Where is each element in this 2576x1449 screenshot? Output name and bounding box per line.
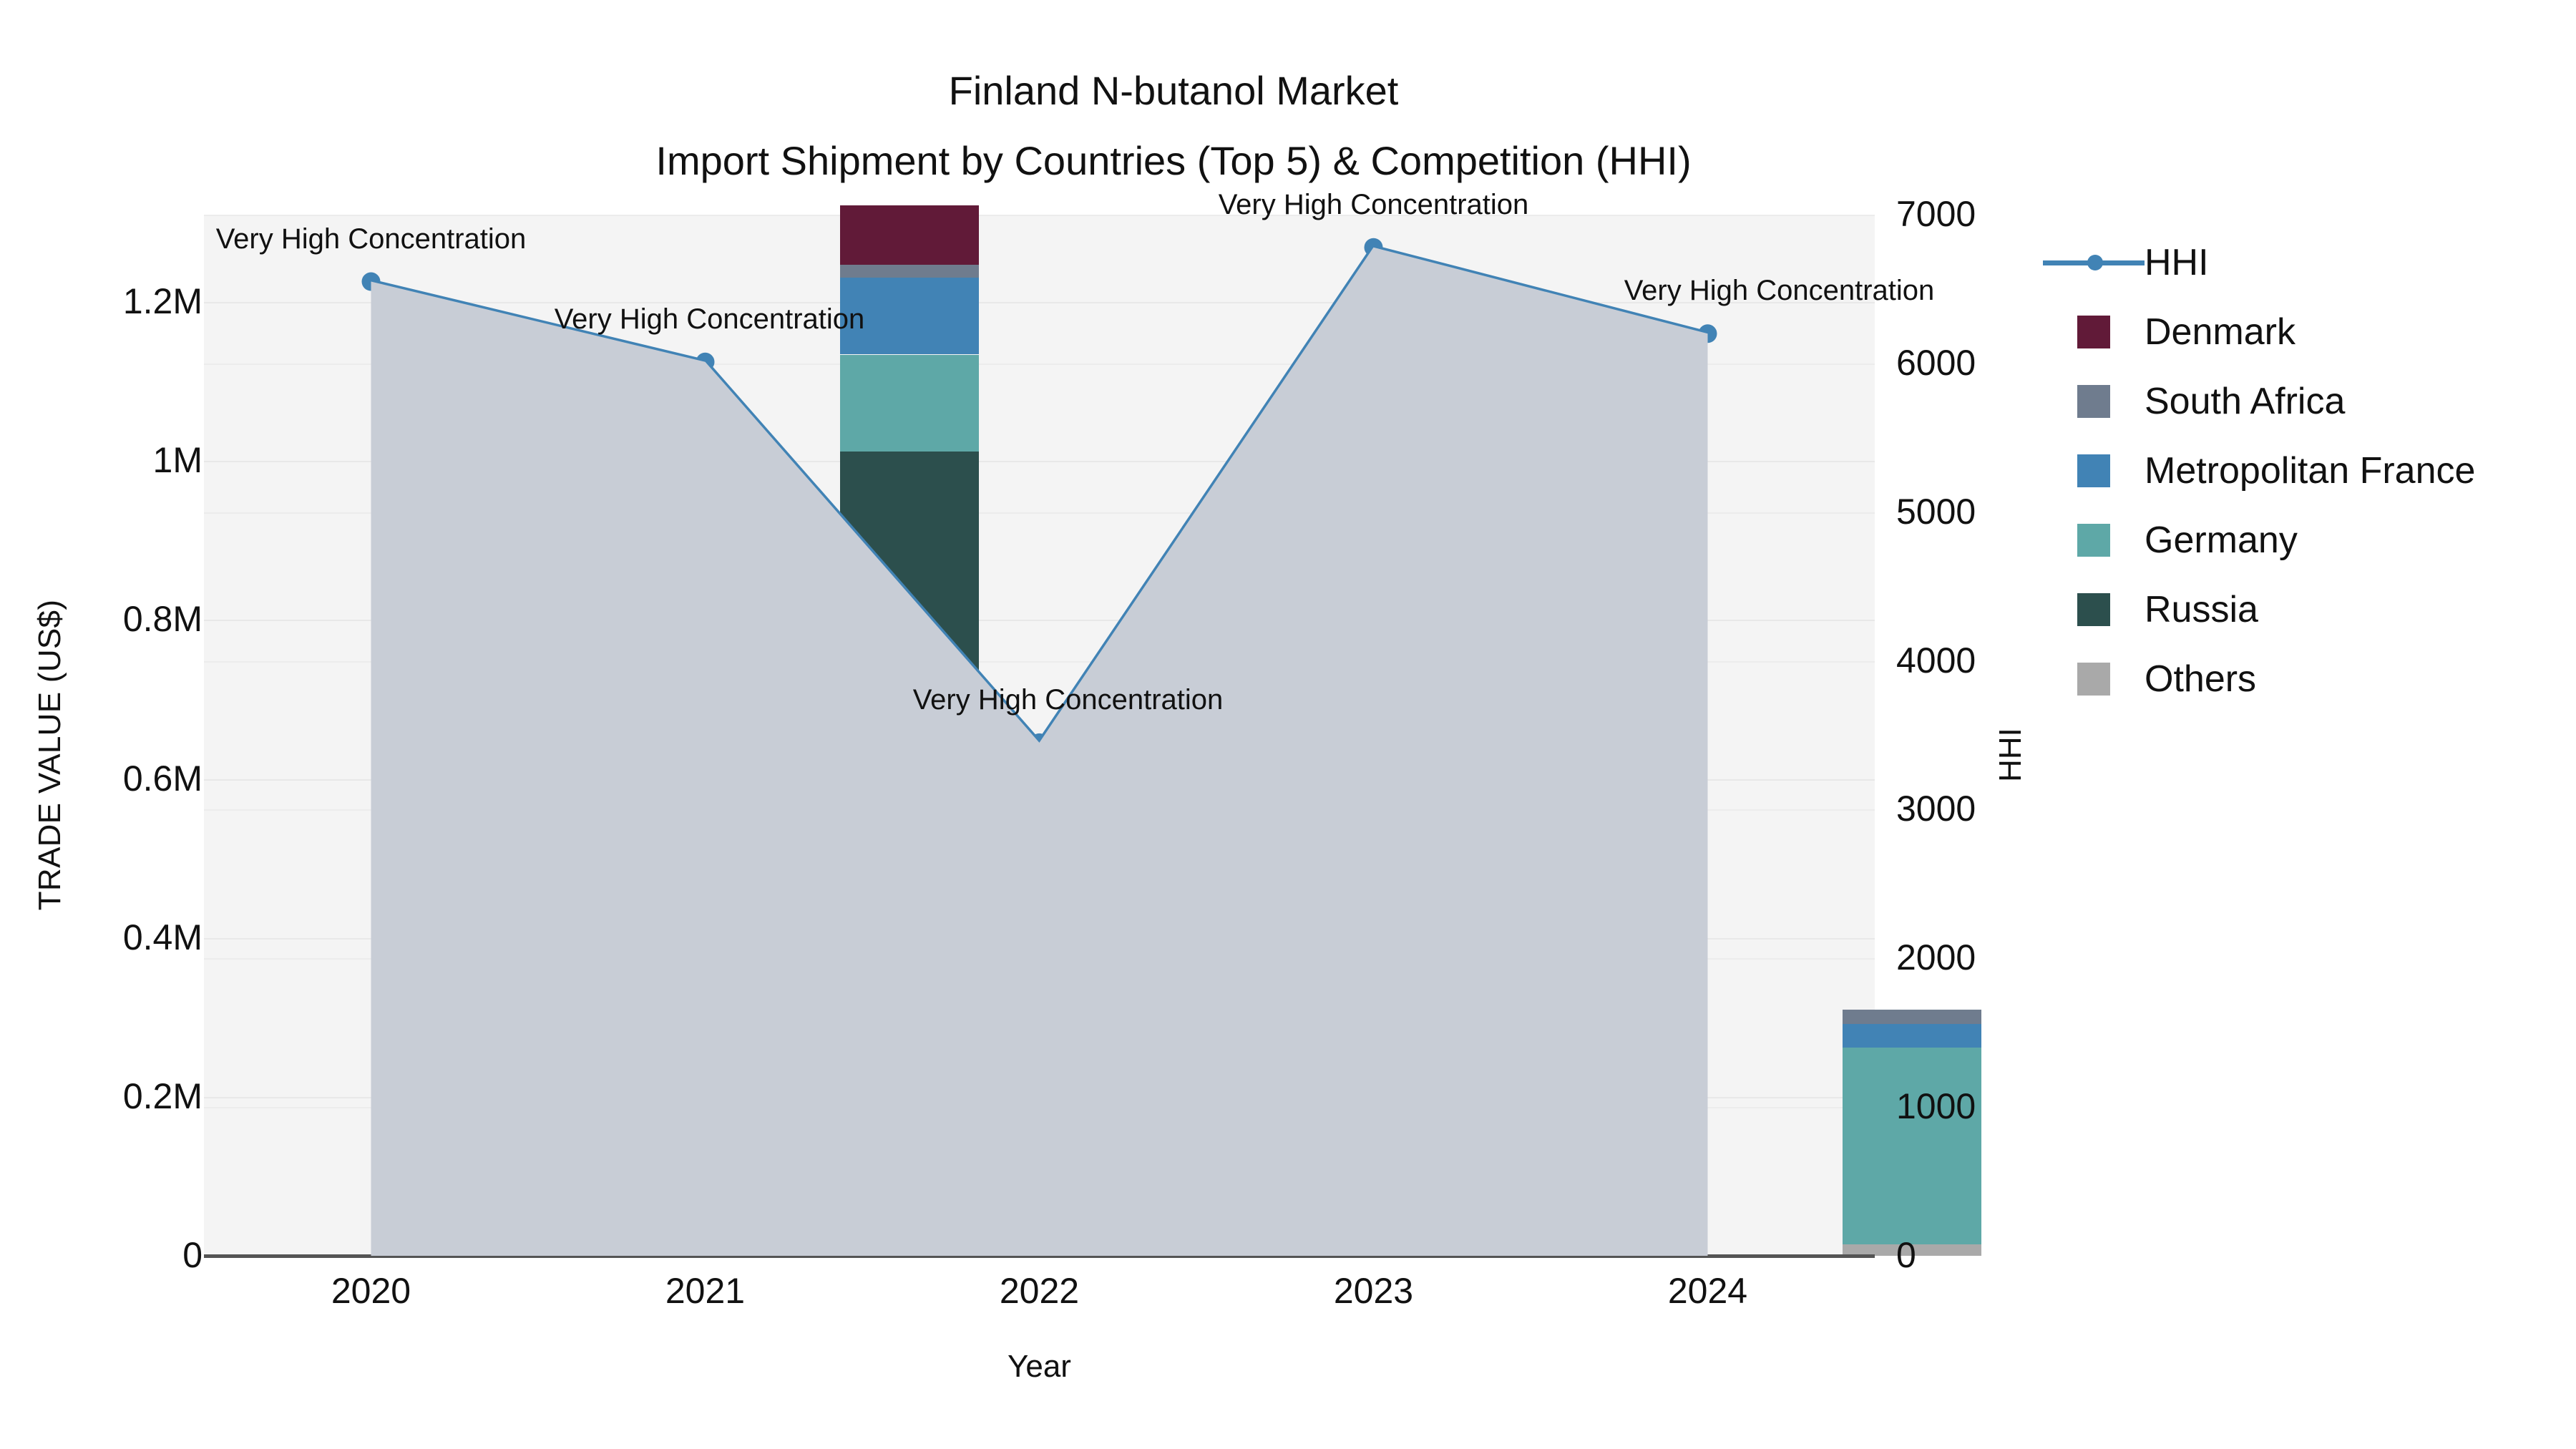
bar-segment[interactable] — [1174, 729, 1313, 748]
y-tick-label-right: 4000 — [1896, 640, 1976, 680]
x-axis-label: Year — [1008, 1349, 1071, 1384]
annotation-label: Very High Concentration — [912, 683, 1224, 716]
bar-segment[interactable] — [1508, 916, 1647, 944]
legend-item[interactable]: Metropolitan France — [2043, 436, 2572, 505]
legend-item[interactable]: Others — [2043, 644, 2572, 713]
legend-swatch-icon — [2077, 315, 2110, 348]
chart-title-block: Finland N-butanol Market Import Shipment… — [0, 56, 2347, 196]
y-axis-left-ticks: 0 0.2M 0.4M 0.6M 0.8M 1M 1.2M — [0, 215, 204, 1275]
y-tick-label-left: 0 — [182, 1235, 203, 1275]
gridline-secondary — [204, 215, 1875, 216]
legend-dot-icon — [2087, 254, 2103, 270]
legend-label: Denmark — [2145, 311, 2296, 353]
y-tick-label-left: 1M — [152, 440, 203, 481]
x-tick-label: 2022 — [999, 1271, 1080, 1311]
y-tick-label-left: 0.4M — [122, 917, 203, 957]
x-tick-label: 2024 — [1667, 1271, 1748, 1311]
chart-legend: HHI Denmark South Africa Metropolitan Franc… — [2043, 228, 2572, 713]
annotation-label: Very High Concentration — [554, 303, 865, 335]
bar-segment[interactable] — [1842, 1009, 1981, 1024]
x-axis-line — [204, 1254, 1875, 1258]
annotation-label: Very High Concentration — [215, 223, 527, 255]
bar-segment[interactable] — [839, 264, 979, 278]
bar-group[interactable] — [839, 205, 979, 1256]
legend-item[interactable]: Russia — [2043, 575, 2572, 644]
legend-label: HHI — [2145, 241, 2209, 283]
y-tick-label-right: 5000 — [1896, 491, 1976, 532]
legend-item[interactable]: South Africa — [2043, 366, 2572, 436]
legend-swatch-icon — [2077, 523, 2110, 557]
y-tick-label-left: 1.2M — [122, 281, 203, 322]
bar-segment[interactable] — [505, 1235, 645, 1256]
y-tick-label-left: 0.8M — [122, 599, 203, 640]
x-tick-label: 2020 — [331, 1271, 411, 1311]
y-tick-label-right: 6000 — [1896, 342, 1976, 383]
bar-segment[interactable] — [839, 205, 979, 265]
y-tick-label-left: 0.2M — [122, 1075, 203, 1116]
legend-swatch-icon — [2077, 454, 2110, 487]
legend-swatch-icon — [2077, 592, 2110, 626]
legend-label: Germany — [2145, 519, 2298, 561]
y-tick-label-left: 0.6M — [122, 758, 203, 799]
legend-swatch-icon — [2077, 384, 2110, 418]
hhi-data-point[interactable] — [361, 272, 381, 291]
bar-group[interactable] — [1508, 215, 1647, 1256]
plot-area — [204, 205, 1981, 1257]
hhi-data-point[interactable] — [1364, 238, 1383, 257]
bar-segment[interactable] — [839, 354, 979, 452]
bar-segment[interactable] — [1174, 858, 1313, 1103]
hhi-data-point[interactable] — [696, 352, 715, 371]
bar-segment[interactable] — [839, 1235, 979, 1256]
bar-segment[interactable] — [1842, 1023, 1981, 1048]
y-tick-label-right: 7000 — [1896, 194, 1976, 234]
legend-swatch-icon — [2077, 662, 2110, 696]
chart-title: Finland N-butanol Market — [948, 68, 1399, 113]
bar-group[interactable] — [505, 215, 645, 1256]
y-tick-label-right: 2000 — [1896, 937, 1976, 978]
chart-subtitle: Import Shipment by Countries (Top 5) & C… — [655, 138, 1692, 183]
legend-label: Russia — [2145, 588, 2258, 630]
legend-label: Others — [2145, 658, 2257, 700]
annotation-label: Very High Concentration — [1624, 275, 1935, 307]
hhi-data-point[interactable] — [1698, 324, 1717, 343]
bar-segment[interactable] — [1508, 943, 1647, 966]
y-tick-label-right: 0 — [1896, 1235, 1916, 1275]
y-tick-label-right: 1000 — [1896, 1086, 1976, 1127]
annotation-label: Very High Concentration — [1218, 188, 1529, 220]
legend-line-marker-icon — [2043, 246, 2145, 279]
y-tick-label-right: 3000 — [1896, 789, 1976, 829]
bar-group[interactable] — [1174, 215, 1313, 1256]
legend-label: Metropolitan France — [2145, 449, 2476, 492]
legend-item[interactable]: HHI — [2043, 228, 2572, 297]
x-tick-label: 2021 — [665, 1271, 746, 1311]
x-tick-label: 2023 — [1333, 1271, 1414, 1311]
bar-segment[interactable] — [1508, 965, 1647, 1256]
legend-label: South Africa — [2145, 380, 2346, 422]
legend-item[interactable]: Germany — [2043, 505, 2572, 575]
bar-segment[interactable] — [1842, 1048, 1981, 1245]
bar-segment[interactable] — [505, 930, 645, 968]
hhi-data-point[interactable] — [1030, 733, 1049, 752]
bar-segment[interactable] — [1174, 747, 1313, 859]
bar-group[interactable] — [1842, 215, 1981, 1256]
legend-item[interactable]: Denmark — [2043, 297, 2572, 366]
bar-segment[interactable] — [839, 452, 979, 1236]
bar-segment[interactable] — [505, 967, 645, 1236]
bar-segment[interactable] — [1174, 1103, 1313, 1256]
y-axis-right-ticks: 0 1000 2000 3000 4000 5000 6000 7000 — [1896, 194, 2125, 1275]
bar-segment[interactable] — [1842, 1244, 1981, 1256]
